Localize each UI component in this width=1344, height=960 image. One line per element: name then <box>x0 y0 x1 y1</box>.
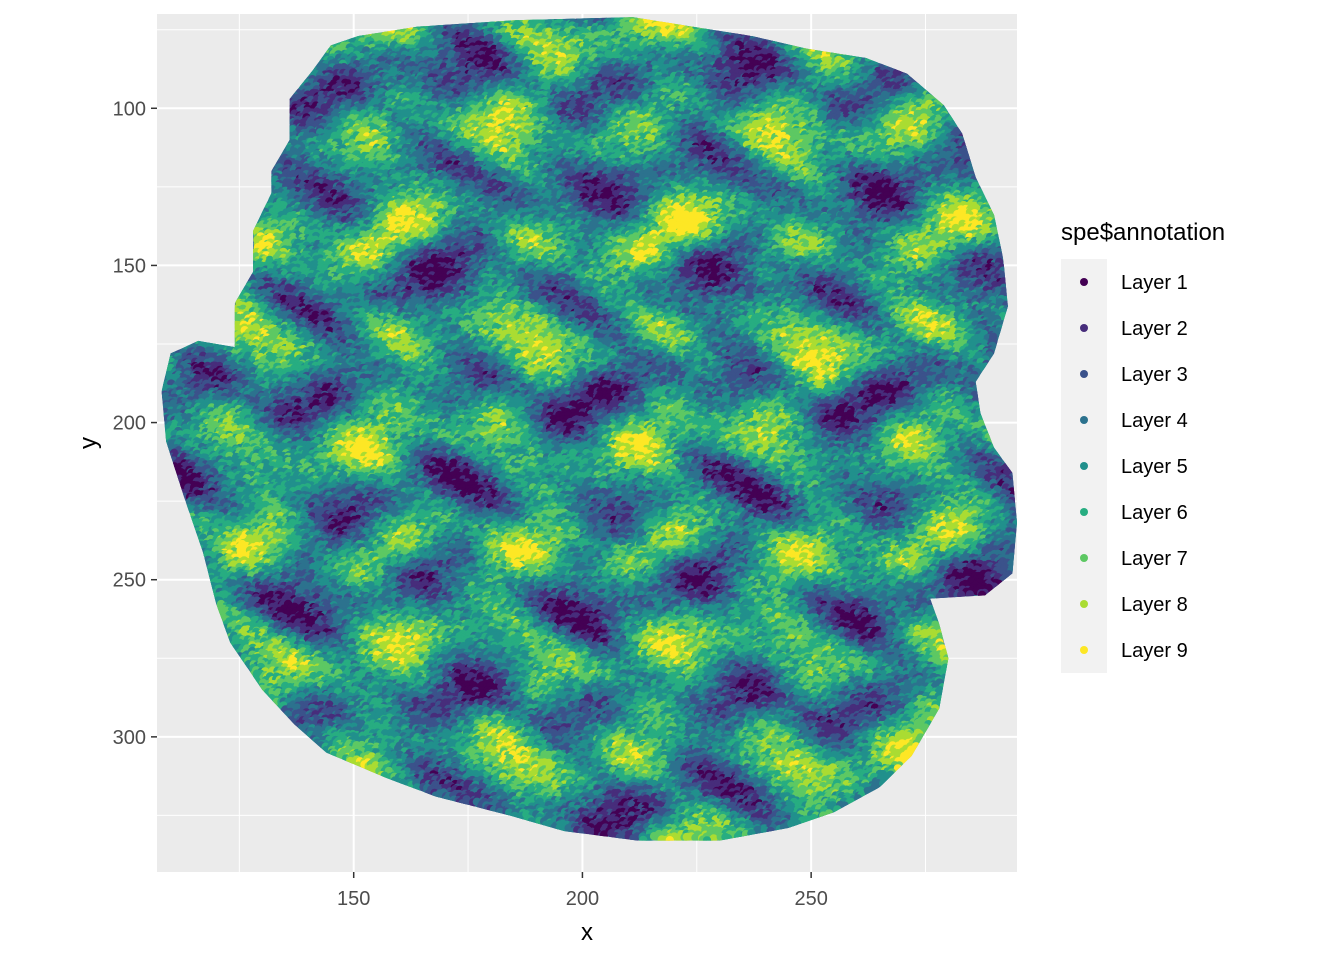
data-points <box>161 17 1017 841</box>
